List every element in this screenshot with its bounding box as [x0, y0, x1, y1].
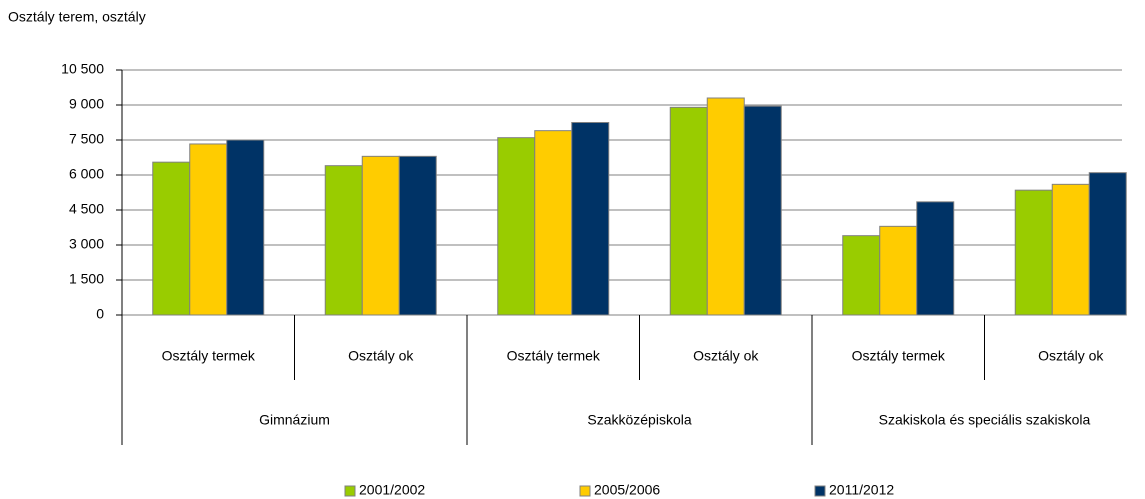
legend-swatch [814, 485, 826, 497]
legend-swatch [344, 485, 356, 497]
x-tick-label: Osztály termek [162, 348, 256, 364]
y-tick-label: 6 000 [69, 166, 104, 182]
bar [226, 139, 265, 316]
bar [361, 155, 400, 316]
group-label: Gimnázium [259, 412, 330, 428]
bar [1014, 189, 1053, 316]
y-tick-label: 9 000 [69, 96, 104, 112]
y-tick-label: 3 000 [69, 236, 104, 252]
bar [152, 161, 191, 316]
x-tick-label: Osztály ok [693, 348, 759, 364]
bar [1088, 172, 1127, 316]
y-tick-label: 0 [96, 306, 104, 322]
bar [916, 201, 955, 316]
legend-label: 2001/2002 [359, 482, 425, 498]
bar [398, 155, 437, 316]
bar [743, 105, 782, 316]
bar [324, 165, 363, 316]
legend-label: 2005/2006 [594, 482, 660, 498]
y-tick-label: 7 500 [69, 131, 104, 147]
y-tick-label: 1 500 [69, 271, 104, 287]
x-tick-label: Osztály ok [348, 348, 414, 364]
x-tick-label: Osztály termek [852, 348, 946, 364]
legend-label: 2011/2012 [829, 482, 894, 498]
group-label: Szakiskola és speciális szakiskola [879, 412, 1091, 428]
bar [497, 137, 536, 316]
y-tick-label: 10 500 [61, 61, 104, 77]
x-tick-label: Osztály termek [507, 348, 601, 364]
group-label: Szakközépiskola [587, 412, 691, 428]
y-tick-label: 4 500 [69, 201, 104, 217]
bar [879, 225, 918, 316]
axis-title: Osztály terem, osztály [8, 9, 146, 25]
bar [842, 235, 881, 316]
bar [189, 143, 228, 316]
bar [669, 106, 708, 316]
legend-swatch [579, 485, 591, 497]
bar [1051, 183, 1090, 316]
bar [534, 130, 573, 316]
x-tick-label: Osztály ok [1038, 348, 1104, 364]
bar [571, 122, 610, 316]
bar [706, 97, 745, 316]
